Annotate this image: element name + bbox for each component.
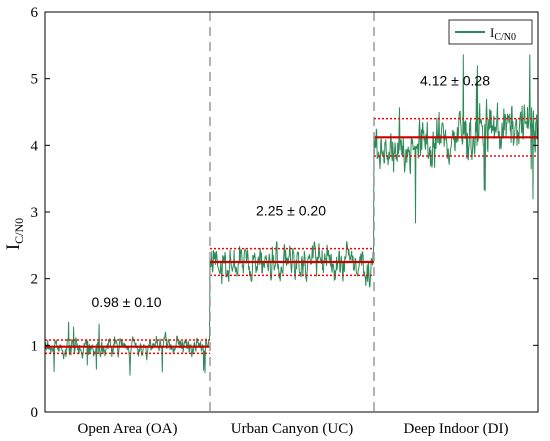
plot-background <box>45 12 538 412</box>
y-axis-label-main: I <box>3 244 24 250</box>
y-tick-label-1: 1 <box>31 338 39 354</box>
category-label-0: Open Area (OA) <box>78 421 178 437</box>
legend-box <box>448 19 533 45</box>
y-axis: 0 1 2 3 4 5 6 <box>31 5 538 421</box>
x-axis-categories: Open Area (OA) Urban Canyon (UC) Deep Indo… <box>78 421 509 437</box>
legend-label: IC/N0 <box>490 25 516 43</box>
legend: IC/N0 <box>448 19 533 45</box>
region-annotations: 0.98 ± 0.10 2.25 ± 0.20 4.12 ± 0.28 <box>92 73 491 310</box>
region-annotation-0: 0.98 ± 0.10 <box>92 294 162 310</box>
divider-layer <box>209 12 375 412</box>
y-axis-label-subscript: C/N0 <box>12 218 26 244</box>
region-annotation-2: 4.12 ± 0.28 <box>420 73 490 89</box>
y-tick-label-5: 5 <box>31 72 39 88</box>
y-tick-label-4: 4 <box>31 138 39 154</box>
category-label-1: Urban Canyon (UC) <box>231 421 353 437</box>
legend-label-subscript: C/N0 <box>494 32 516 43</box>
y-tick-label-3: 3 <box>31 205 39 221</box>
region-annotation-1: 2.25 ± 0.20 <box>256 203 326 219</box>
series-line <box>44 54 538 376</box>
y-tick-label-2: 2 <box>31 272 39 288</box>
series-layer <box>44 54 538 376</box>
y-tick-label-6: 6 <box>31 5 39 21</box>
y-tick-label-0: 0 <box>31 405 39 421</box>
legend-label-main: I <box>490 25 494 40</box>
y-axis-label: IC/N0 <box>3 218 26 250</box>
category-label-2: Deep Indoor (DI) <box>404 421 509 437</box>
stats-layer <box>45 117 538 355</box>
